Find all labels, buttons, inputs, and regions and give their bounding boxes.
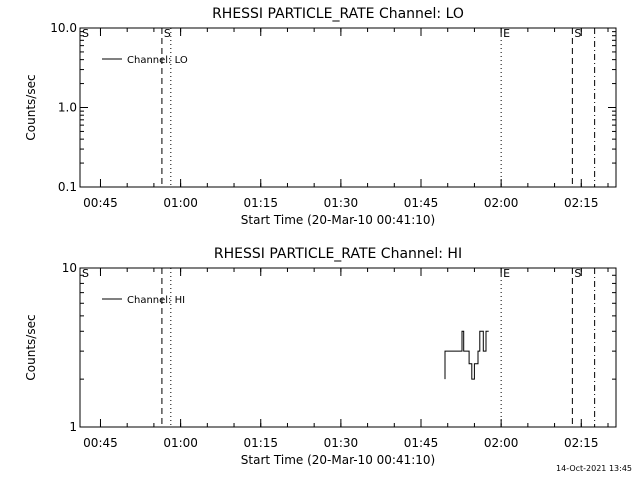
event-marker-label: E [503, 267, 510, 280]
event-marker-label: S [82, 27, 89, 40]
x-axis-label: Start Time (20-Mar-10 00:41:10) [241, 213, 435, 227]
event-marker-label: E [503, 27, 510, 40]
y-tick-label: 1.0 [58, 101, 77, 115]
plot-frame [79, 27, 617, 188]
event-marker-label: S [164, 27, 171, 40]
chart-title: RHESSI PARTICLE_RATE Channel: LO [212, 6, 464, 22]
x-tick-label: 00:45 [83, 436, 118, 450]
x-tick-label: 02:00 [484, 436, 519, 450]
x-tick-label: 02:00 [484, 196, 519, 210]
x-tick-label: 01:15 [243, 196, 278, 210]
plot-frame [79, 267, 617, 428]
legend-label: Channel: LO [127, 55, 188, 66]
x-tick-label: 01:15 [243, 436, 278, 450]
x-tick-label: 01:30 [324, 196, 359, 210]
chart-title: RHESSI PARTICLE_RATE Channel: HI [214, 246, 462, 262]
x-tick-label: 00:45 [83, 196, 118, 210]
x-tick-label: 01:45 [404, 196, 439, 210]
x-tick-label: 02:15 [564, 196, 599, 210]
y-tick-label: 10 [62, 261, 77, 275]
y-tick-label: 0.1 [58, 180, 77, 194]
x-tick-label: 02:15 [564, 436, 599, 450]
chart-panel-1: RHESSI PARTICLE_RATE Channel: LO 00:45 01:… [24, 6, 617, 227]
y-axis-label: Counts/sec [24, 74, 38, 140]
y-tick-label: 10.0 [50, 21, 77, 35]
x-tick-label: 01:00 [163, 436, 198, 450]
x-axis-label: Start Time (20-Mar-10 00:41:10) [241, 453, 435, 467]
y-tick-label: 1 [69, 420, 77, 434]
x-tick-label: 01:00 [163, 196, 198, 210]
plot-timestamp: 14-Oct-2021 13:45 [556, 464, 632, 473]
x-tick-label: 01:45 [404, 436, 439, 450]
chart-panel-2: RHESSI PARTICLE_RATE Channel: HI 00:45 01:… [24, 246, 617, 467]
series-line [444, 330, 489, 380]
y-axis-label: Counts/sec [24, 314, 38, 380]
legend-label: Channel: HI [127, 295, 185, 306]
event-marker-label: S [574, 267, 581, 280]
event-marker-label: S [574, 27, 581, 40]
x-tick-label: 01:30 [324, 436, 359, 450]
event-marker-label: S [82, 267, 89, 280]
